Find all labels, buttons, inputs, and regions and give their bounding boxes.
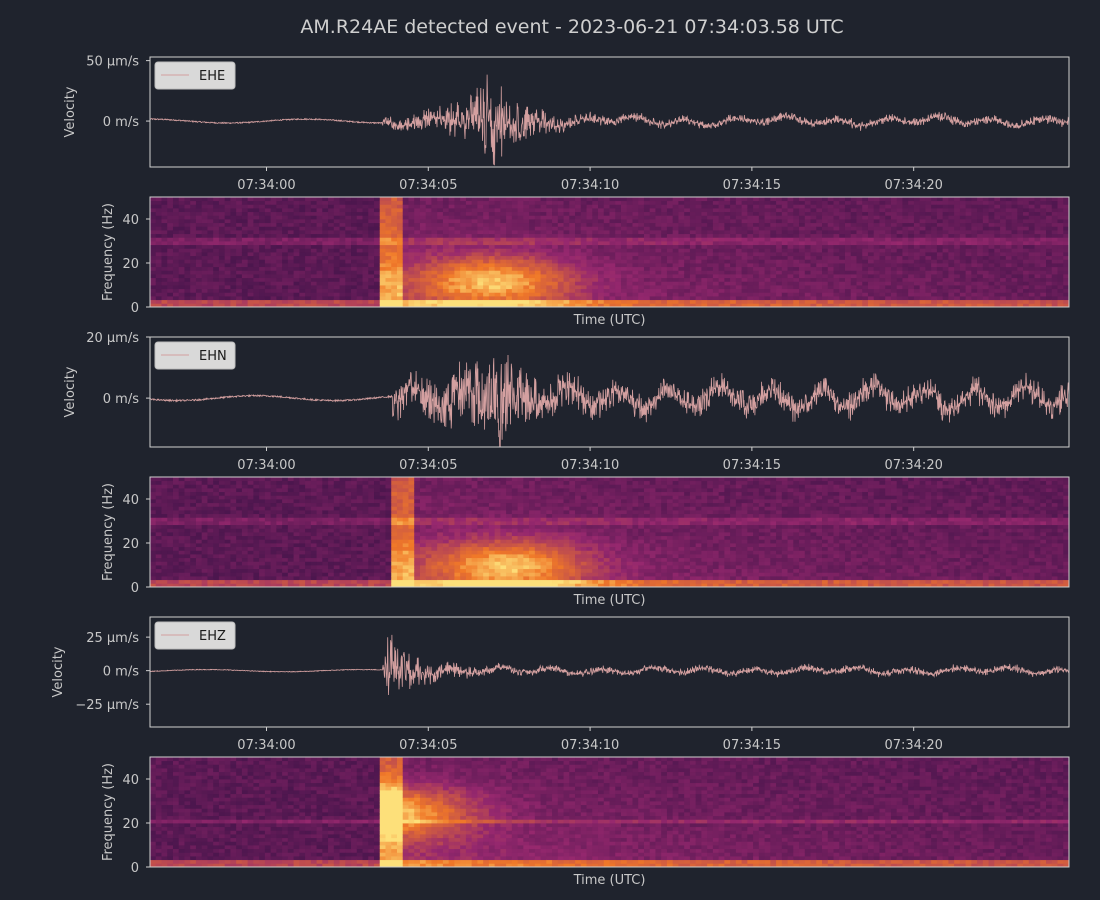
plot-frame [149,56,1070,168]
y-tick-label: −25 µm/s [75,698,139,713]
legend-label: EHN [199,349,227,364]
velocity-trace-ehz [150,634,1069,696]
legend [154,621,236,650]
y-tick-label: 20 [122,537,139,552]
velocity-trace-ehn [150,354,1069,447]
plot-frame [149,196,1070,308]
spectrogram-ehz [150,757,1070,868]
x-axis-label: Time (UTC) [573,873,646,888]
panel-ehn-heatmap [146,476,1070,588]
y-tick-label: 40 [122,493,139,508]
legend-label: EHE [199,69,225,84]
y-tick-label: 0 [131,301,139,316]
y-tick-label: 40 [122,213,139,228]
plot-frame [149,476,1070,588]
y-tick-label: 0 m/s [103,392,139,407]
legend [154,341,236,370]
x-tick-label: 07:34:00 [237,178,295,193]
x-tick-label: 07:34:20 [884,738,942,753]
x-tick-label: 07:34:00 [237,738,295,753]
y-tick-label: 20 µm/s [86,331,139,346]
y-tick-label: 0 [131,581,139,596]
x-tick-label: 07:34:20 [884,458,942,473]
y-axis-label: Velocity [63,366,78,417]
y-tick-label: 20 [122,817,139,832]
y-axis-label: Velocity [51,646,66,697]
plot-frame [149,336,1070,448]
y-tick-label: 40 [122,773,139,788]
panel-ehz-heatmap [146,756,1070,868]
legend-label: EHZ [199,629,226,644]
x-tick-label: 07:34:20 [884,178,942,193]
panel-ehe-line [146,56,1070,171]
x-tick-label: 07:34:10 [561,738,619,753]
x-axis-label: Time (UTC) [573,313,646,328]
x-tick-label: 07:34:05 [399,738,457,753]
y-axis-label: Frequency (Hz) [101,483,116,581]
y-axis-label: Frequency (Hz) [101,203,116,301]
x-tick-label: 07:34:15 [723,178,781,193]
velocity-trace-ehe [150,74,1069,166]
x-tick-label: 07:34:00 [237,458,295,473]
figure-title: AM.R24AE detected event - 2023-06-21 07:… [300,16,843,38]
x-tick-label: 07:34:05 [399,178,457,193]
x-tick-label: 07:34:15 [723,458,781,473]
legend [154,61,236,90]
x-tick-label: 07:34:15 [723,738,781,753]
plot-frame [149,756,1070,868]
y-axis-label: Frequency (Hz) [101,763,116,861]
y-tick-label: 25 µm/s [86,631,139,646]
spectrogram-ehe [150,197,1070,308]
spectrogram-ehn [150,477,1070,588]
y-tick-label: 50 µm/s [86,55,139,70]
plot-frame [149,616,1070,728]
x-tick-label: 07:34:10 [561,178,619,193]
y-tick-label: 0 [131,861,139,876]
y-tick-label: 0 m/s [103,115,139,130]
panel-ehe-heatmap [146,196,1070,308]
x-tick-label: 07:34:10 [561,458,619,473]
y-tick-label: 20 [122,257,139,272]
x-tick-label: 07:34:05 [399,458,457,473]
panel-ehz-line [146,616,1070,731]
panel-ehn-line [146,336,1070,451]
x-axis-label: Time (UTC) [573,593,646,608]
y-tick-label: 0 m/s [103,665,139,680]
y-axis-label: Velocity [63,86,78,137]
